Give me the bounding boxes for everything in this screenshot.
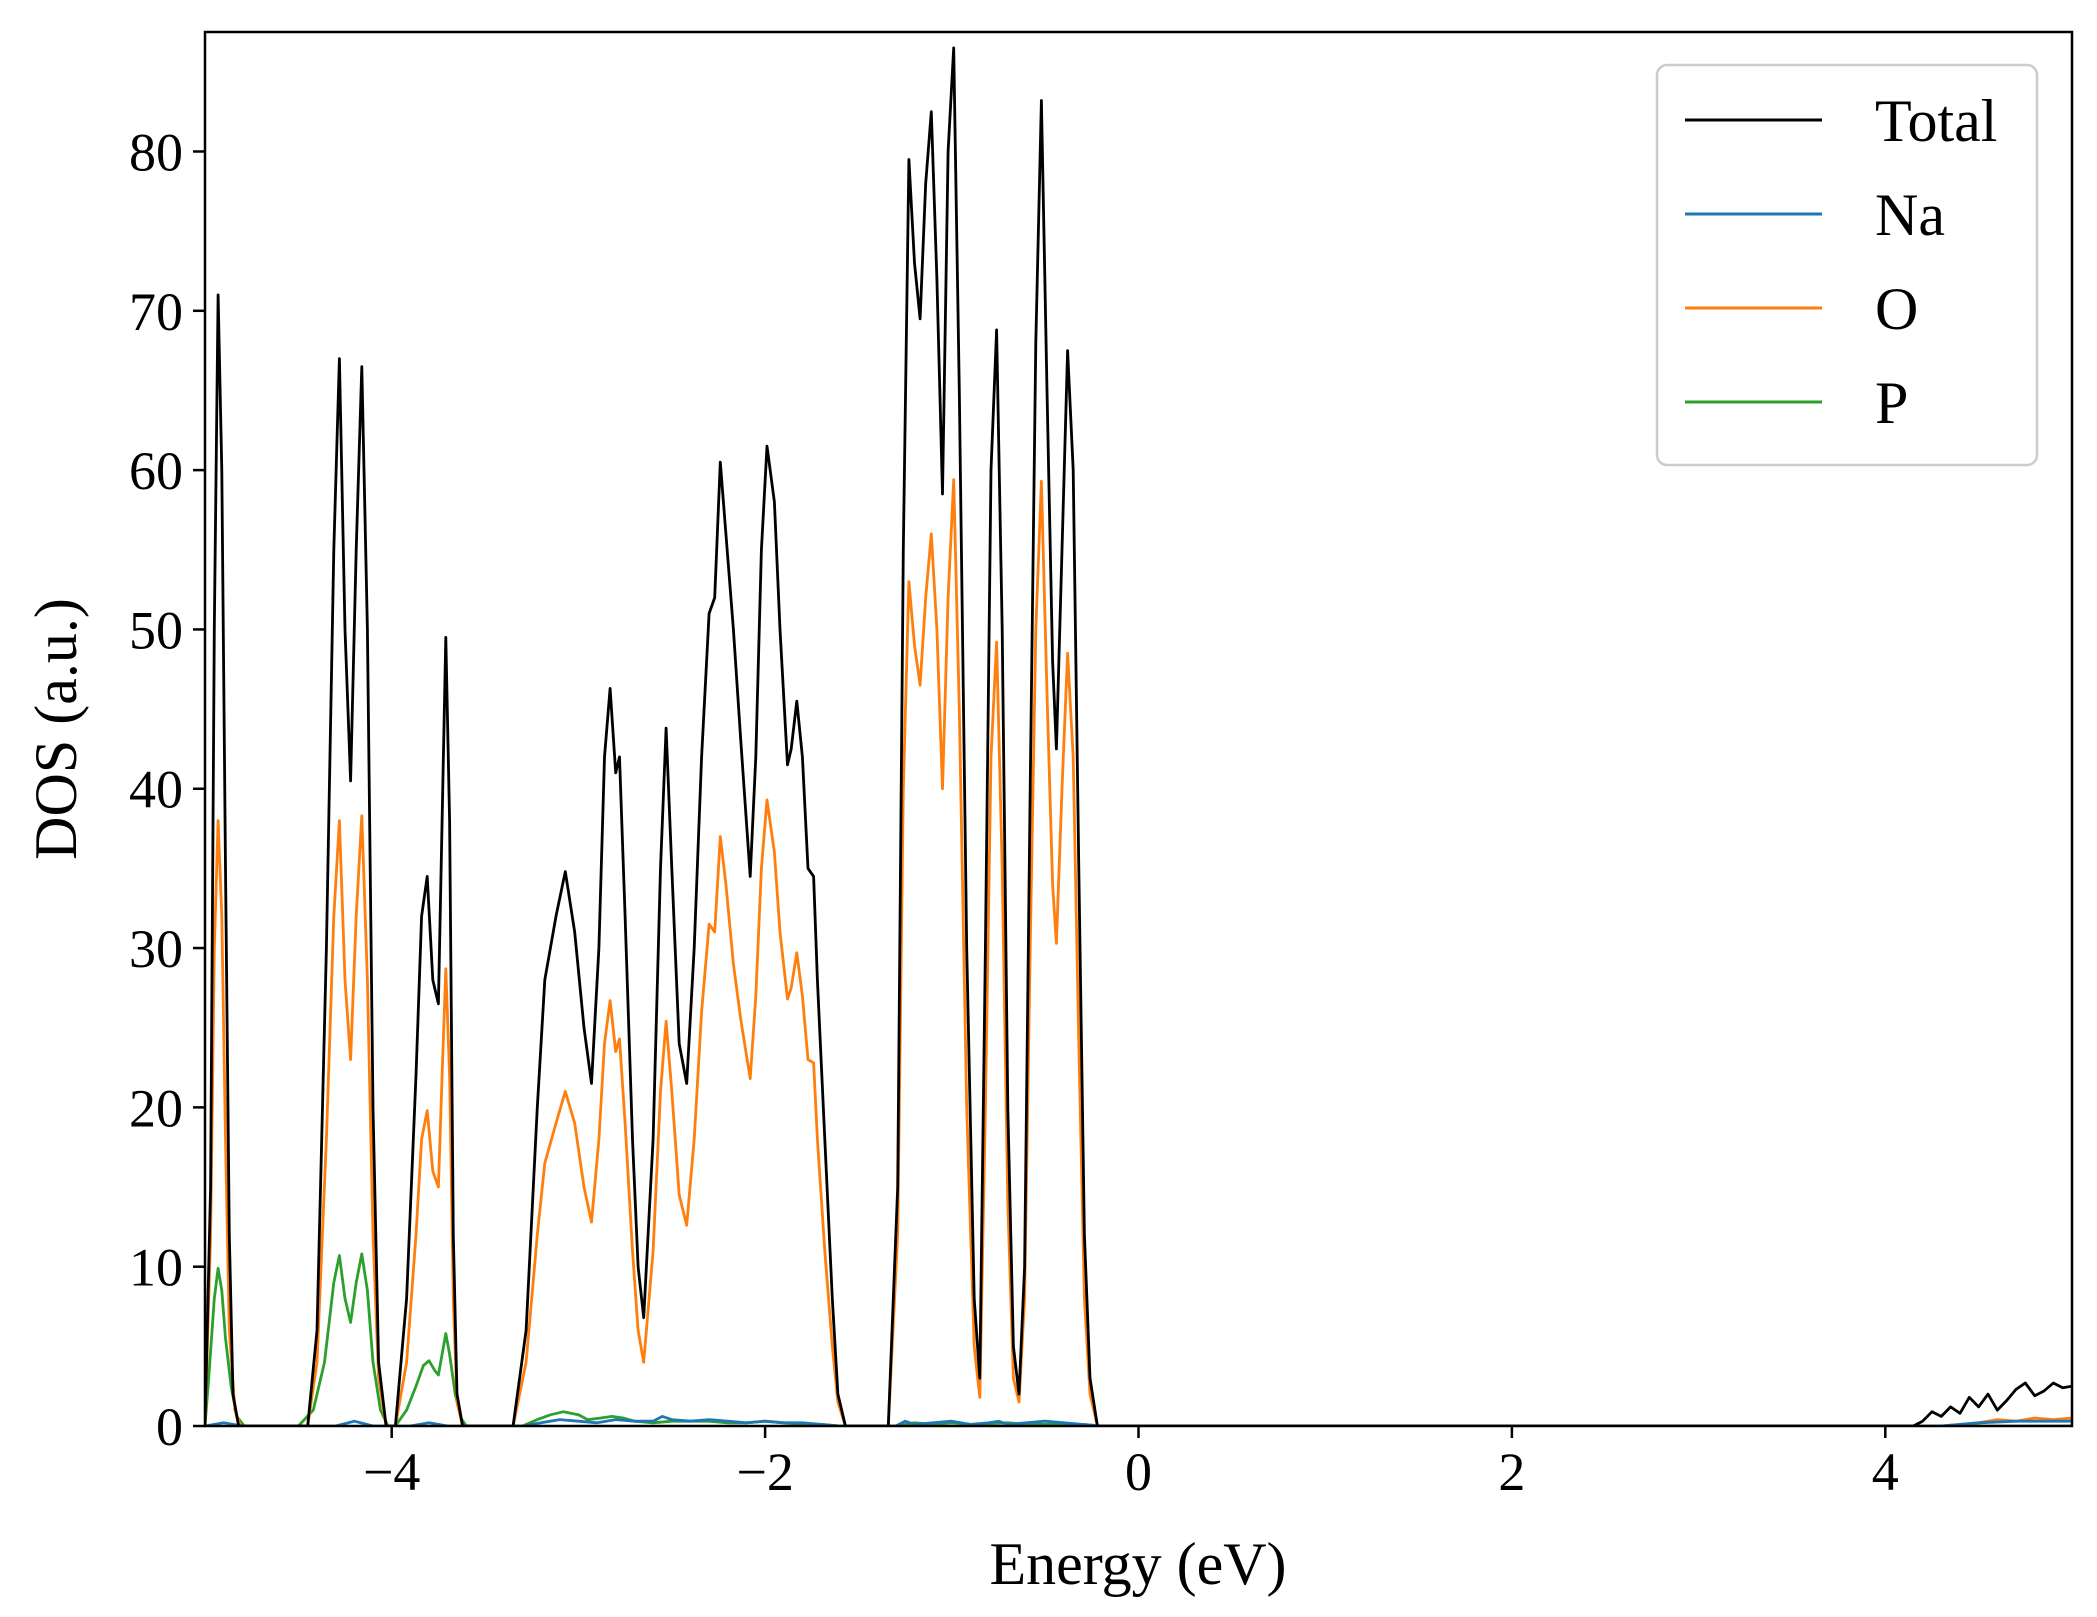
x-tick-label: 4	[1872, 1442, 1899, 1502]
y-tick-label: 30	[129, 919, 183, 979]
y-tick-label: 40	[129, 760, 183, 820]
y-tick-label: 70	[129, 282, 183, 342]
x-axis: −4 −2 0 2 4	[363, 1426, 1899, 1502]
y-tick-label: 80	[129, 122, 183, 182]
x-axis-label: Energy (eV)	[989, 1531, 1286, 1597]
series-line-na	[205, 1415, 2072, 1426]
legend-label-p: P	[1875, 370, 1908, 436]
y-axis-label: DOS (a.u.)	[23, 598, 89, 860]
y-tick-label: 50	[129, 600, 183, 660]
series-layer	[205, 46, 2072, 1426]
y-tick-label: 20	[129, 1078, 183, 1138]
x-tick-label: −4	[363, 1442, 420, 1502]
legend-label-na: Na	[1875, 182, 1945, 248]
x-tick-label: −2	[736, 1442, 793, 1502]
legend-label-total: Total	[1875, 88, 1997, 154]
series-line-o	[205, 478, 2072, 1426]
y-tick-label: 0	[156, 1397, 183, 1457]
x-tick-label: 2	[1498, 1442, 1525, 1502]
x-tick-label: 0	[1125, 1442, 1152, 1502]
y-axis: 0 10 20 30 40 50 60 70 80	[129, 122, 205, 1457]
legend-box	[1655, 63, 2039, 467]
series-line-total	[205, 46, 2072, 1426]
y-tick-label: 10	[129, 1238, 183, 1298]
y-tick-label: 60	[129, 441, 183, 501]
legend: Total Na OP	[1655, 63, 2039, 467]
legend-label-o: O	[1875, 276, 1918, 342]
